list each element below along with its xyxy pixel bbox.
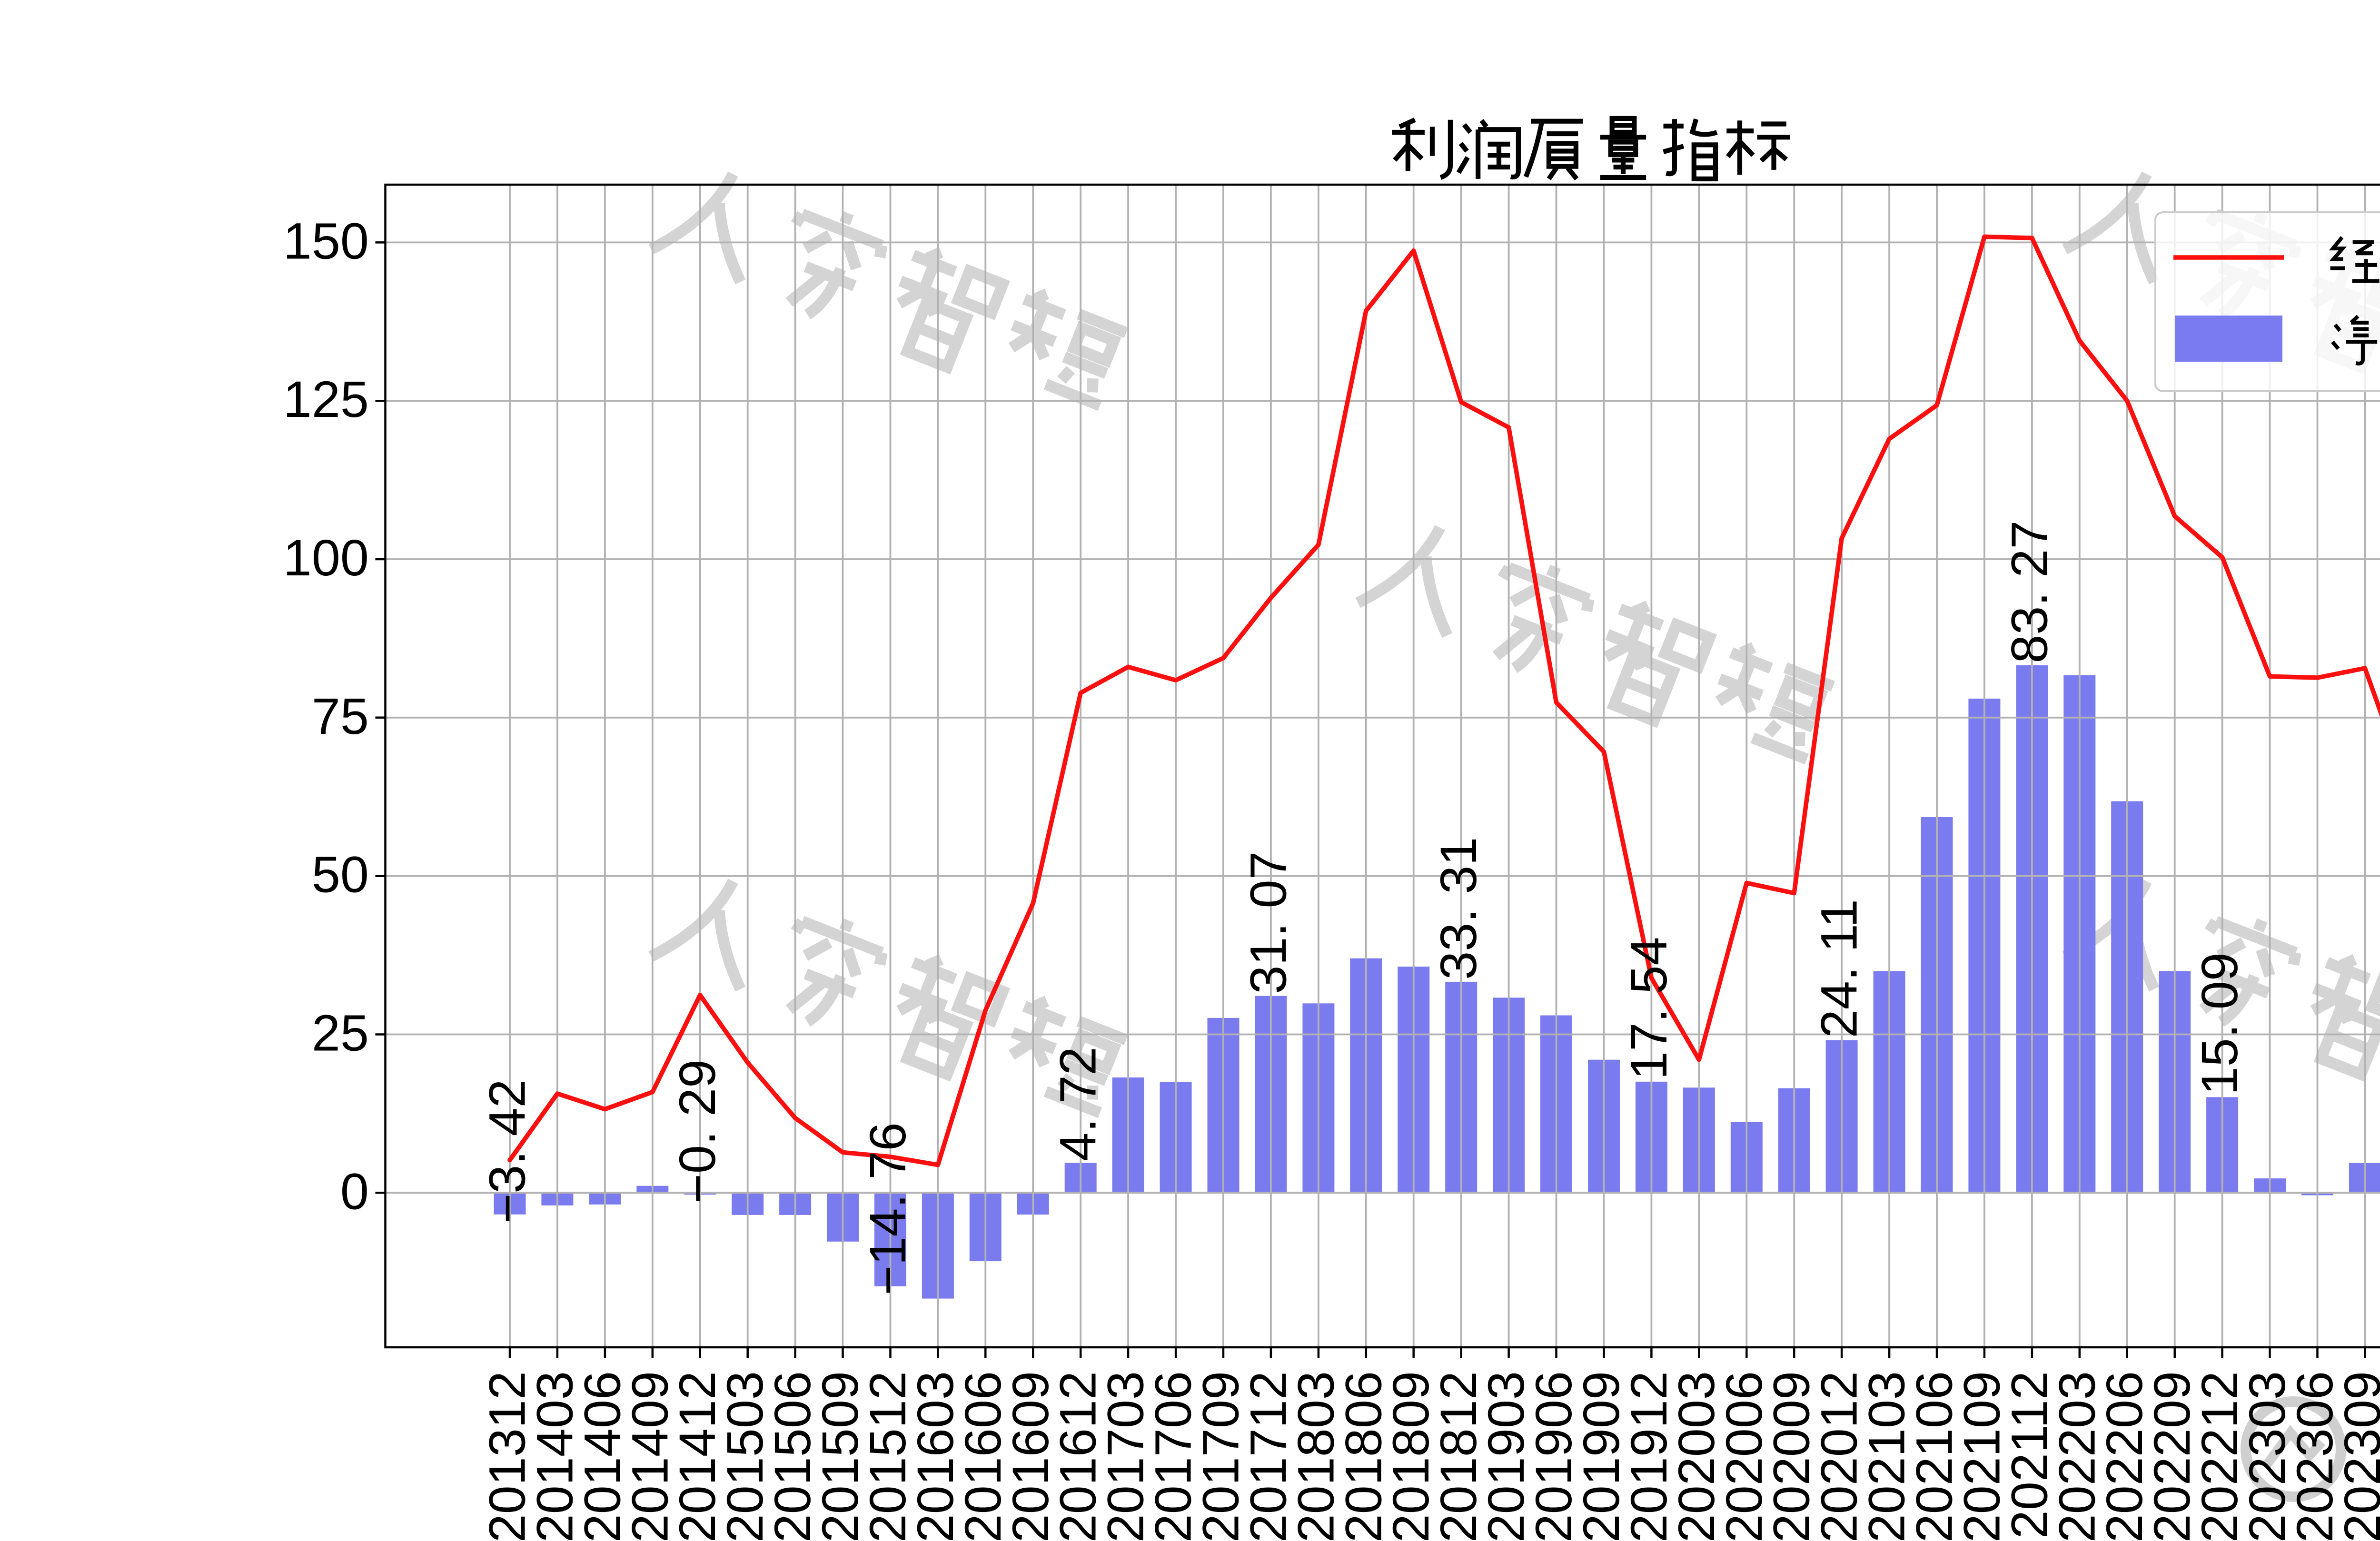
svg-text:201606: 201606 — [954, 1371, 1012, 1541]
svg-text:202309: 202309 — [2333, 1371, 2380, 1541]
svg-text:15. 09: 15. 09 — [2191, 952, 2248, 1095]
svg-text:201312: 201312 — [478, 1371, 536, 1541]
svg-text:24. 11: 24. 11 — [1810, 899, 1868, 1038]
svg-text:201809: 201809 — [1382, 1371, 1439, 1541]
svg-text:201509: 201509 — [811, 1371, 869, 1541]
svg-text:201603: 201603 — [906, 1371, 964, 1541]
svg-text:125: 125 — [283, 370, 369, 428]
svg-text:201409: 201409 — [621, 1371, 678, 1541]
svg-text:75: 75 — [312, 687, 369, 745]
svg-text:201906: 201906 — [1525, 1371, 1582, 1541]
svg-text:201709: 201709 — [1192, 1371, 1250, 1541]
svg-text:201703: 201703 — [1097, 1371, 1154, 1541]
svg-text:−3. 42: −3. 42 — [478, 1079, 536, 1224]
svg-text:201803: 201803 — [1287, 1371, 1344, 1541]
svg-text:25: 25 — [312, 1004, 369, 1062]
svg-text:202209: 202209 — [2143, 1371, 2201, 1541]
svg-text:50: 50 — [312, 846, 369, 903]
svg-text:202009: 202009 — [1763, 1371, 1820, 1541]
svg-text:201612: 201612 — [1049, 1371, 1107, 1541]
svg-text:202206: 202206 — [2095, 1371, 2153, 1541]
svg-text:33. 31: 33. 31 — [1429, 837, 1487, 980]
svg-text:202306: 202306 — [2286, 1371, 2343, 1541]
svg-text:201806: 201806 — [1334, 1371, 1392, 1541]
svg-text:202012: 202012 — [1810, 1371, 1868, 1541]
svg-text:202112: 202112 — [2000, 1371, 2058, 1539]
svg-text:201609: 201609 — [1002, 1371, 1059, 1541]
svg-text:202303: 202303 — [2238, 1371, 2296, 1541]
svg-text:83. 27: 83. 27 — [2000, 521, 2058, 663]
svg-text:−0. 29: −0. 29 — [668, 1059, 726, 1204]
svg-text:201503: 201503 — [716, 1371, 774, 1541]
svg-text:201403: 201403 — [526, 1371, 583, 1541]
svg-text:201909: 201909 — [1572, 1371, 1630, 1541]
svg-text:150: 150 — [283, 212, 369, 269]
svg-text:202006: 202006 — [1715, 1371, 1773, 1541]
svg-text:4. 72: 4. 72 — [1049, 1047, 1107, 1161]
svg-text:201712: 201712 — [1239, 1371, 1297, 1541]
svg-text:202003: 202003 — [1667, 1371, 1725, 1541]
svg-text:202106: 202106 — [1905, 1371, 1963, 1541]
svg-text:201903: 201903 — [1477, 1371, 1535, 1541]
svg-text:0: 0 — [340, 1162, 369, 1220]
svg-text:201406: 201406 — [573, 1371, 631, 1541]
svg-text:201706: 201706 — [1144, 1371, 1202, 1541]
svg-text:202203: 202203 — [2048, 1371, 2105, 1541]
svg-text:202212: 202212 — [2191, 1371, 2248, 1541]
svg-text:201512: 201512 — [859, 1371, 916, 1541]
svg-text:100: 100 — [283, 529, 369, 586]
svg-text:201912: 201912 — [1620, 1371, 1677, 1541]
svg-text:31. 07: 31. 07 — [1239, 851, 1297, 994]
svg-text:17. 54: 17. 54 — [1620, 937, 1677, 1080]
svg-text:201412: 201412 — [668, 1371, 726, 1541]
svg-text:202109: 202109 — [1953, 1371, 2010, 1541]
svg-text:−14. 76: −14. 76 — [859, 1122, 916, 1295]
svg-text:201506: 201506 — [764, 1371, 821, 1541]
svg-text:202103: 202103 — [1858, 1371, 1915, 1541]
svg-text:201812: 201812 — [1429, 1371, 1487, 1541]
